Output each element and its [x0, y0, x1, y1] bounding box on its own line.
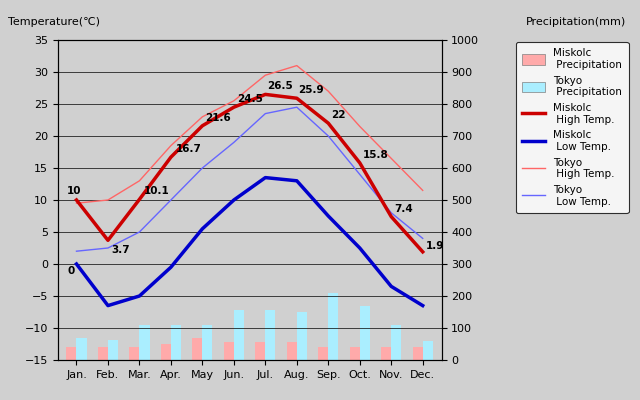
Text: 21.6: 21.6: [205, 113, 231, 123]
Bar: [140, 325, 150, 360]
Bar: [413, 347, 422, 360]
Bar: [381, 347, 391, 360]
Bar: [98, 347, 108, 360]
Legend: Miskolc
 Precipitation, Tokyo
 Precipitation, Miskolc
 High Temp., Miskolc
 Low : Miskolc Precipitation, Tokyo Precipitati…: [516, 42, 628, 213]
Text: 1.9: 1.9: [426, 241, 444, 251]
Bar: [255, 342, 266, 360]
Bar: [234, 310, 244, 360]
Text: 25.9: 25.9: [298, 85, 324, 95]
Text: 10: 10: [67, 186, 81, 196]
Text: 16.7: 16.7: [175, 144, 202, 154]
Bar: [328, 293, 339, 360]
Bar: [360, 306, 370, 360]
Bar: [67, 347, 77, 360]
Text: 26.5: 26.5: [267, 81, 292, 91]
Text: 10.1: 10.1: [144, 186, 170, 196]
Text: 22: 22: [332, 110, 346, 120]
Bar: [171, 325, 181, 360]
Bar: [318, 347, 328, 360]
Bar: [192, 338, 202, 360]
Bar: [161, 344, 171, 360]
Bar: [287, 342, 297, 360]
Text: Precipitation(mm): Precipitation(mm): [526, 17, 627, 27]
Bar: [422, 341, 433, 360]
Bar: [129, 347, 140, 360]
Text: Temperature(℃): Temperature(℃): [8, 17, 100, 27]
Bar: [391, 325, 401, 360]
Bar: [224, 342, 234, 360]
Bar: [77, 338, 86, 360]
Bar: [108, 340, 118, 360]
Text: 7.4: 7.4: [394, 204, 413, 214]
Text: 0: 0: [67, 266, 74, 276]
Text: 15.8: 15.8: [363, 150, 388, 160]
Text: 24.5: 24.5: [237, 94, 263, 104]
Bar: [349, 347, 360, 360]
Bar: [202, 325, 212, 360]
Bar: [266, 310, 275, 360]
Text: 3.7: 3.7: [111, 245, 130, 255]
Bar: [297, 312, 307, 360]
